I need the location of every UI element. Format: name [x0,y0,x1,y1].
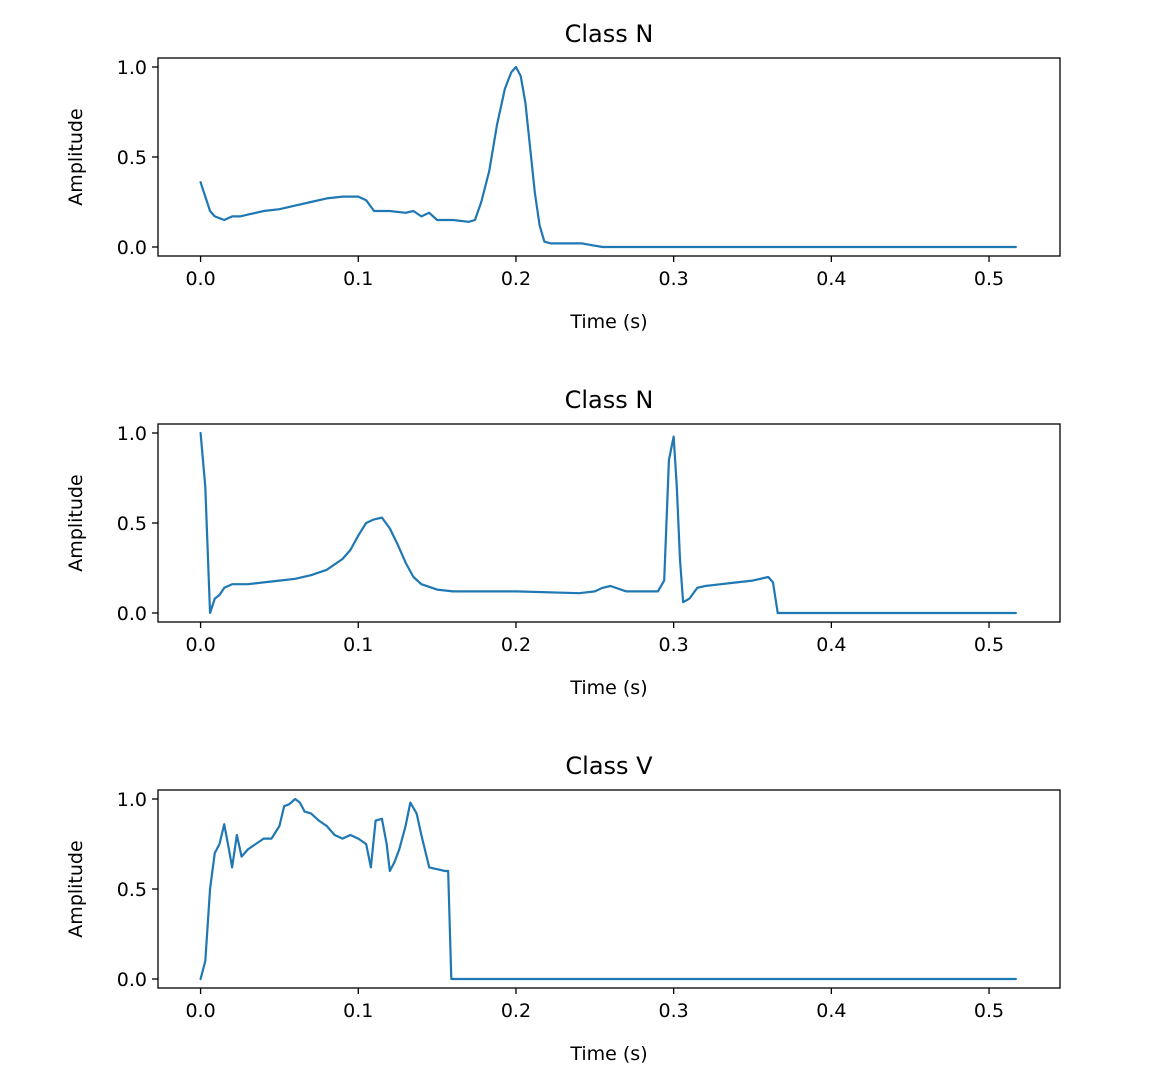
y-tick-label: 1.0 [117,789,147,811]
y-tick-label: 0.0 [117,603,147,625]
x-tick-label: 0.1 [343,268,373,290]
y-axis-label: Amplitude [65,474,87,571]
series-line-1 [199,431,1017,615]
y-tick-label: 1.0 [117,57,147,79]
x-tick-label: 0.0 [185,1000,215,1022]
y-tick-label: 0.5 [117,513,147,535]
plot-frame [157,423,1061,623]
x-tick-label: 0.1 [343,634,373,656]
subplot-2: Class N 0.0 0.1 0.2 0.3 0.4 0.5 0.0 0.5 1.0 Time (… [65,386,1061,699]
chart-title: Class N [565,386,654,414]
plot-frame [157,57,1061,257]
plot-frame [157,789,1061,989]
x-axis-label: Time (s) [569,311,647,333]
x-tick-label: 0.3 [659,634,689,656]
x-tick-label: 0.2 [501,1000,531,1022]
y-axis-label: Amplitude [65,108,87,205]
x-tick-label: 0.2 [501,634,531,656]
x-tick-label: 0.2 [501,268,531,290]
y-tick-label: 0.5 [117,879,147,901]
y-tick-label: 0.0 [117,969,147,991]
y-tick-label: 0.5 [117,147,147,169]
chart-title: Class V [565,752,653,780]
series-line-1 [199,65,1017,249]
x-tick-label: 0.3 [659,1000,689,1022]
x-tick-label: 0.4 [816,634,846,656]
chart-title: Class N [565,20,654,48]
x-tick-label: 0.5 [974,1000,1004,1022]
x-tick-label: 0.4 [816,268,846,290]
subplot-3: Class V 0.0 0.1 0.2 0.3 0.4 0.5 0.0 0.5 1.0 Time (… [65,752,1061,1065]
y-axis-label: Amplitude [65,840,87,937]
x-axis-label: Time (s) [569,1043,647,1065]
y-tick-label: 0.0 [117,237,147,259]
x-tick-label: 0.5 [974,634,1004,656]
y-tick-label: 1.0 [117,423,147,445]
x-tick-label: 0.1 [343,1000,373,1022]
x-tick-label: 0.0 [185,268,215,290]
x-axis-label: Time (s) [569,677,647,699]
subplot-1: Class N 0.0 0.1 0.2 0.3 0.4 0.5 0.0 0.5 1.0 Time (… [65,20,1061,333]
x-tick-label: 0.5 [974,268,1004,290]
x-tick-label: 0.0 [185,634,215,656]
x-tick-label: 0.4 [816,1000,846,1022]
x-tick-label: 0.3 [659,268,689,290]
series-line-1 [199,797,1017,981]
